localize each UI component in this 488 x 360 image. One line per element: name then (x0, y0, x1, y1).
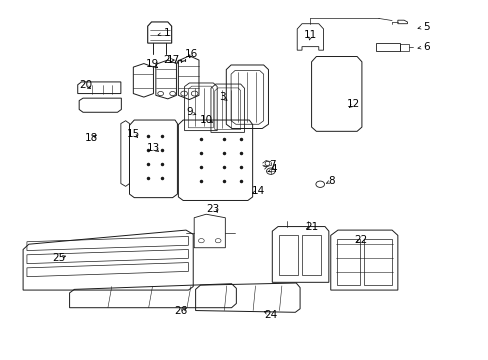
Text: 24: 24 (264, 310, 277, 320)
Text: 20: 20 (79, 80, 92, 90)
Text: 12: 12 (346, 99, 360, 109)
Text: 5: 5 (423, 22, 429, 32)
Text: 19: 19 (145, 59, 159, 69)
Text: 9: 9 (186, 107, 192, 117)
Text: 11: 11 (304, 30, 317, 40)
Text: 6: 6 (423, 42, 429, 51)
Text: 8: 8 (328, 176, 334, 186)
Text: 21: 21 (305, 221, 318, 231)
Text: 2: 2 (163, 55, 170, 65)
Text: 14: 14 (252, 186, 265, 196)
Text: 3: 3 (218, 92, 225, 102)
Text: 13: 13 (146, 143, 160, 153)
Text: 18: 18 (84, 133, 98, 143)
Text: 1: 1 (163, 27, 170, 37)
Text: 10: 10 (199, 115, 212, 125)
Text: 23: 23 (206, 204, 220, 214)
Text: 7: 7 (268, 160, 275, 170)
Text: 26: 26 (174, 306, 187, 316)
Text: 4: 4 (270, 165, 277, 174)
Text: 22: 22 (353, 235, 366, 245)
Text: 16: 16 (185, 49, 198, 59)
Text: 17: 17 (166, 55, 180, 65)
Text: 15: 15 (126, 129, 140, 139)
Text: 25: 25 (52, 253, 65, 263)
